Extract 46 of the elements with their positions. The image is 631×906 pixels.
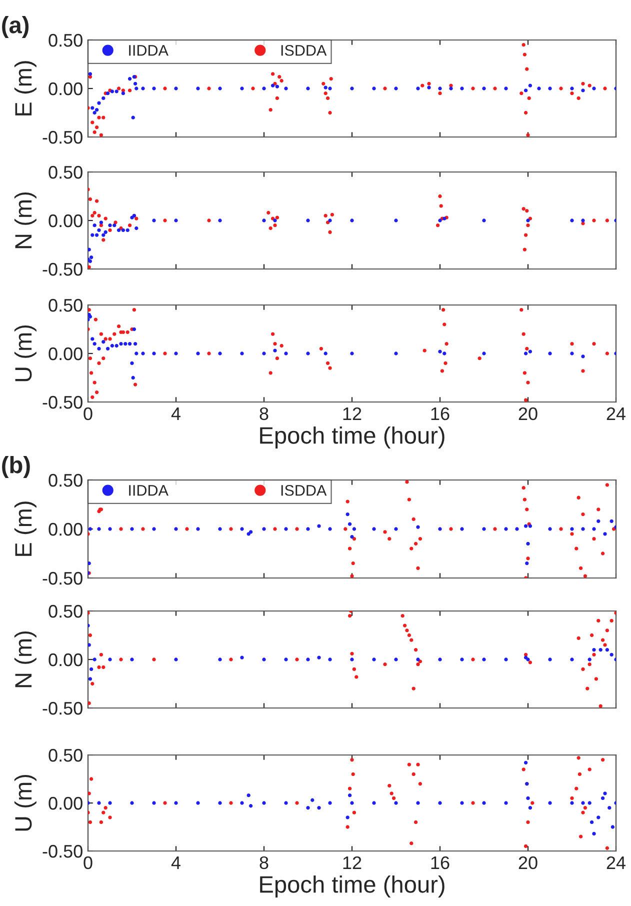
y-tick-label: -0.50 [42, 844, 82, 858]
x-axis-title: Epoch time (hour) [260, 875, 444, 898]
y-tick-label: 0.00 [48, 347, 82, 360]
y-tick-label: 0.50 [48, 748, 82, 762]
y-tick-label: -0.50 [42, 702, 82, 715]
y-tick-label: 0.50 [48, 474, 82, 487]
x-tick-label: 20 [518, 407, 538, 420]
y-tick-label: -0.50 [42, 572, 82, 585]
x-tick-label: 0 [84, 856, 92, 870]
x-tick-label: 0 [84, 407, 92, 420]
legend-label: IIDDA [129, 45, 168, 56]
y-tick-label: 0.00 [48, 796, 82, 810]
legend-label: ISDDA [281, 44, 327, 56]
legend-label: IIDDA [129, 485, 168, 496]
chart-title: (a) [2, 16, 29, 38]
x-axis-title: Epoch time (hour) [260, 426, 444, 448]
y-tick-label: 0.50 [48, 166, 82, 179]
y-tick-label: 0.00 [48, 653, 82, 666]
y-tick-label: 0.50 [48, 34, 82, 47]
y-axis-title: E (m) [14, 61, 36, 116]
y-axis-title: N (m) [14, 631, 36, 688]
y-tick-label: 0.00 [48, 214, 82, 228]
x-tick-label: 8 [260, 407, 268, 420]
y-axis-title: U (m) [14, 774, 36, 831]
y-tick-label: 0.50 [48, 604, 82, 618]
x-tick-label: 24 [606, 407, 626, 420]
x-tick-label: 16 [431, 407, 450, 420]
x-tick-label: 12 [343, 856, 362, 869]
legend-label: ISDDA [281, 484, 327, 496]
y-axis-title: E (m) [14, 502, 36, 556]
x-tick-label: 4 [171, 408, 180, 420]
y-tick-label: 0.50 [48, 298, 82, 312]
x-tick-label: 16 [431, 856, 450, 870]
x-tick-label: 24 [606, 856, 626, 869]
y-tick-label: 0.00 [48, 522, 82, 536]
y-axis-title: N (m) [14, 192, 36, 248]
chart-title: (b) [2, 456, 30, 478]
y-tick-label: -0.50 [42, 262, 82, 276]
y-tick-label: -0.50 [42, 396, 82, 409]
x-tick-label: 4 [171, 856, 180, 869]
y-tick-label: 0.00 [48, 82, 82, 96]
y-axis-title: U (m) [14, 325, 36, 382]
x-tick-label: 8 [260, 856, 268, 870]
y-tick-label: -0.50 [42, 130, 82, 144]
x-tick-label: 20 [518, 856, 538, 870]
x-tick-label: 12 [343, 407, 362, 420]
